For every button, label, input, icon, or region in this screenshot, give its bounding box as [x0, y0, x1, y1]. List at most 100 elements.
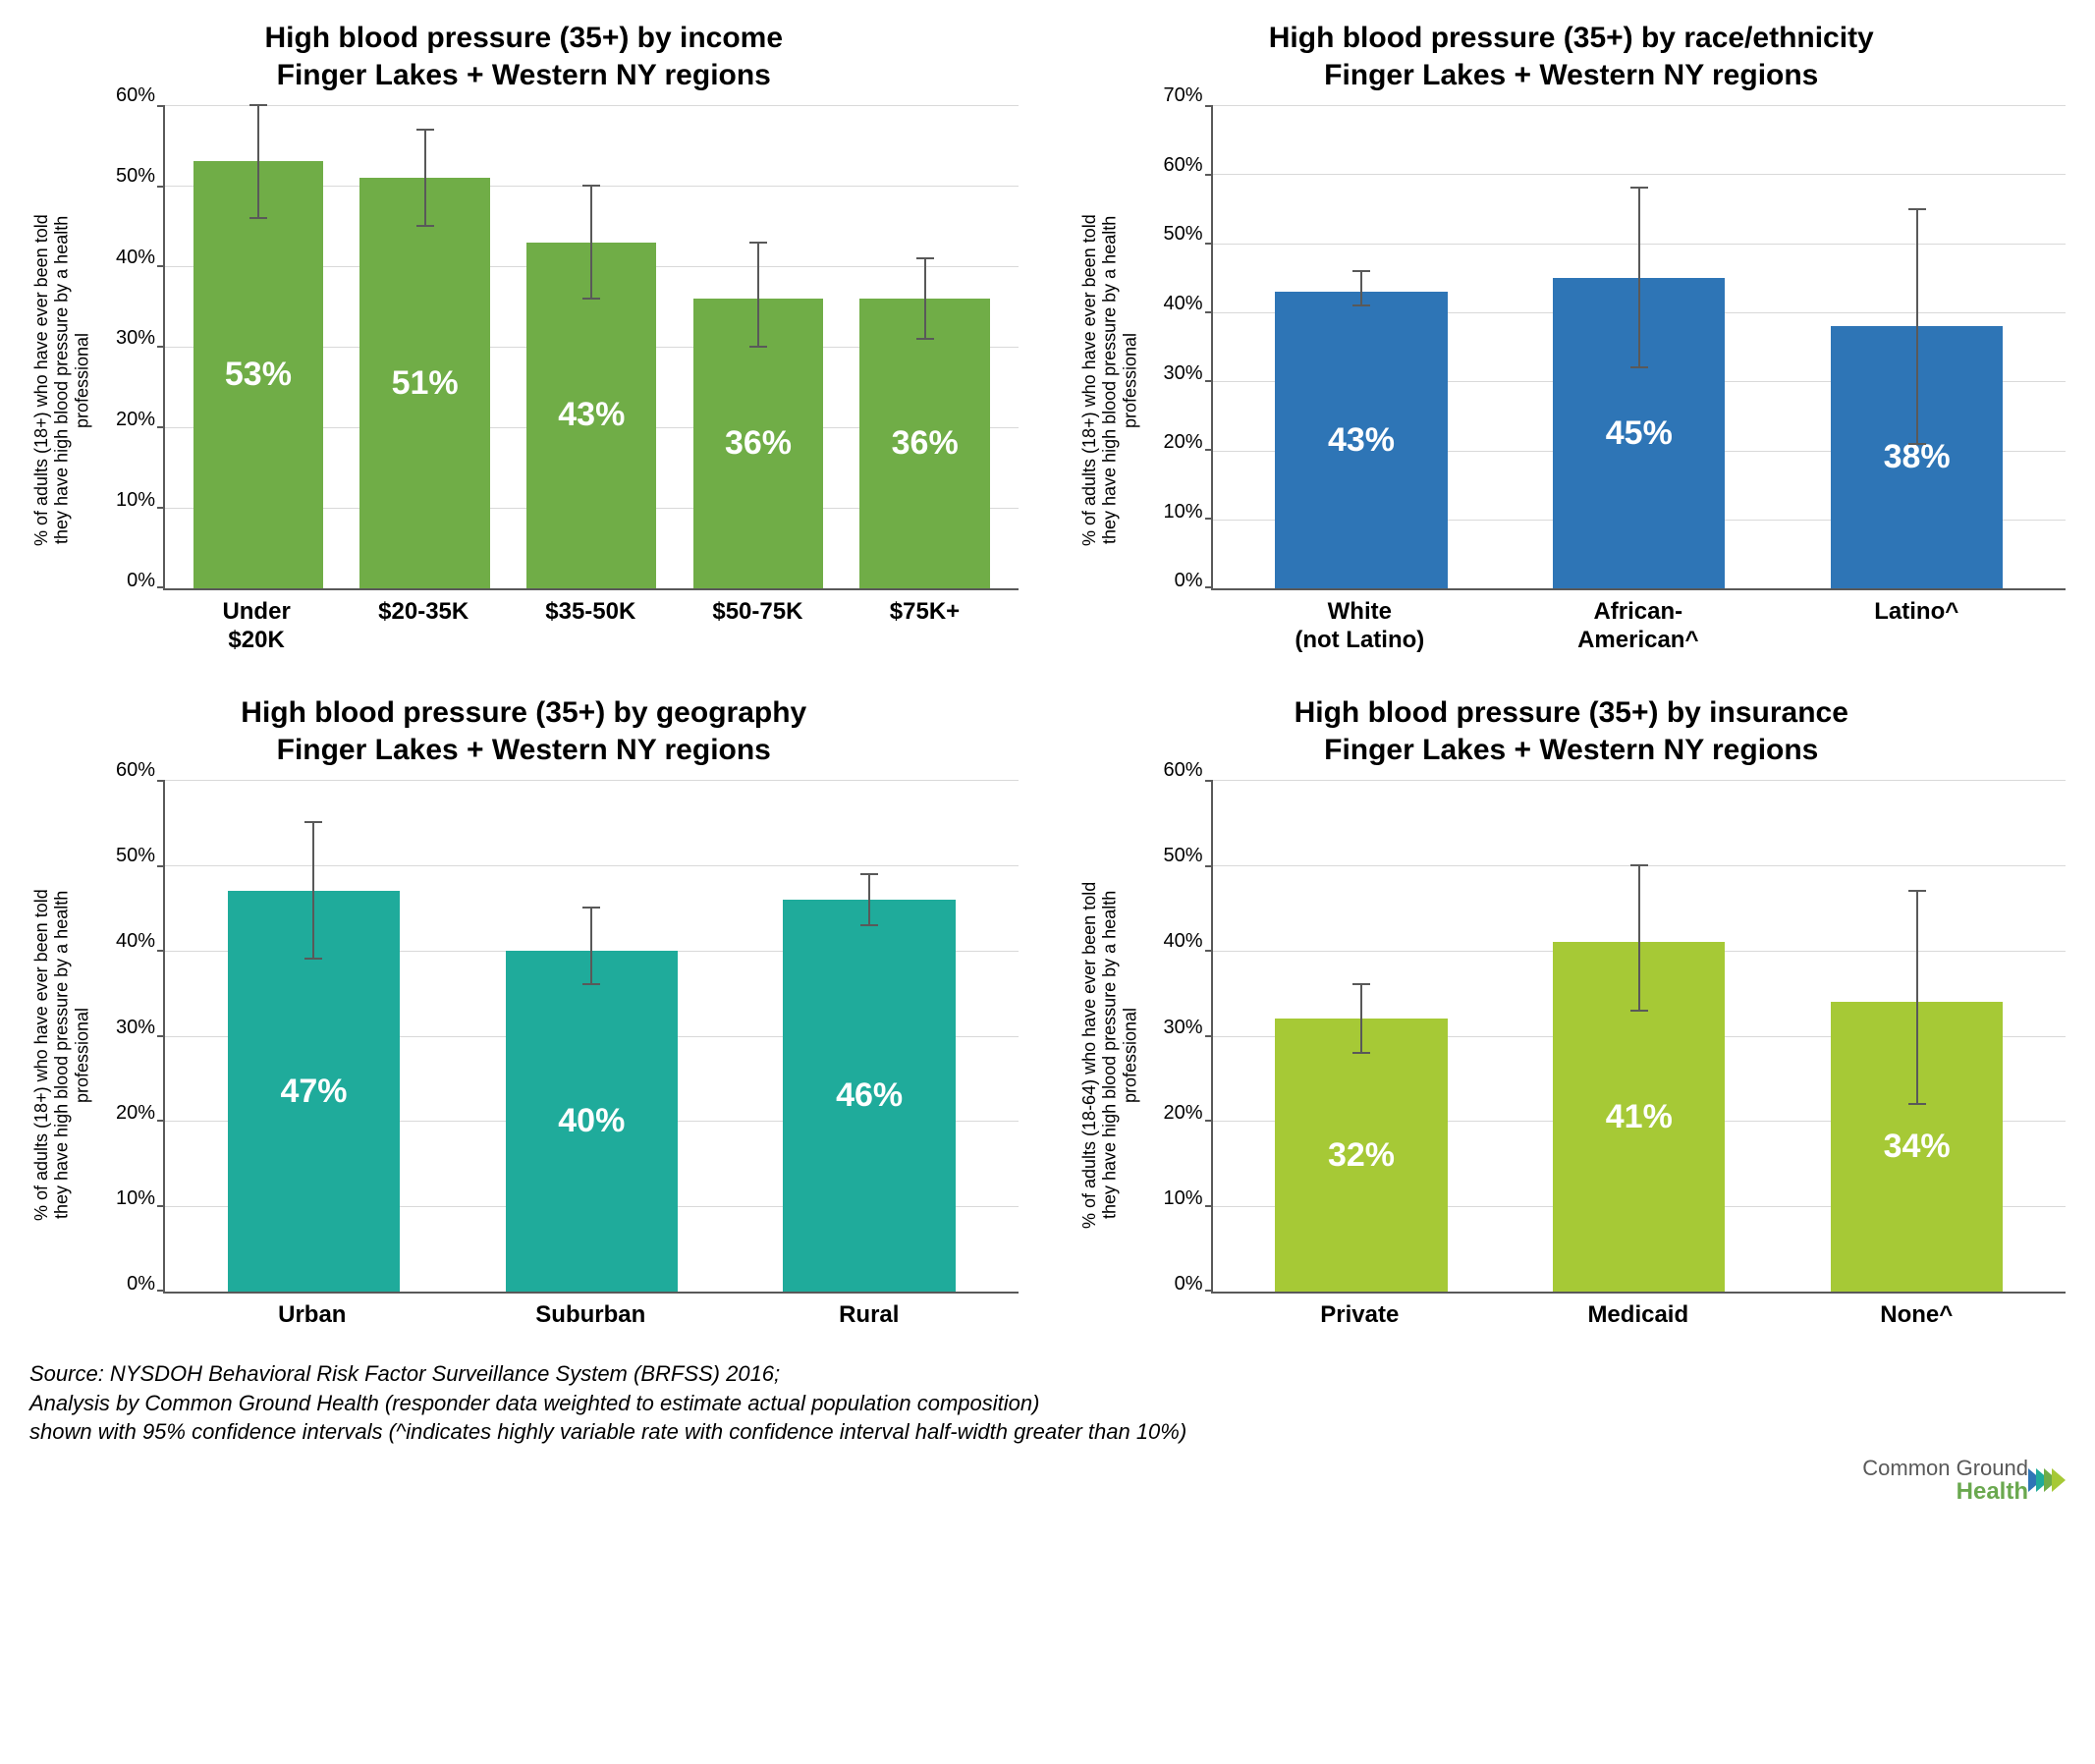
chart-title: High blood pressure (35+) by race/ethnic… [1077, 20, 2067, 93]
plot-area: 47% 40% 46% [163, 780, 1018, 1294]
logo-line1: Common Ground [1862, 1457, 2028, 1479]
chart-insurance: High blood pressure (35+) by insurance F… [1077, 694, 2067, 1330]
logo-line2: Health [1862, 1479, 2028, 1504]
error-cap-top [249, 104, 267, 106]
bar-slot: 41% [1500, 780, 1778, 1292]
x-label: $20-35K [340, 598, 507, 655]
x-label: Latino^ [1778, 598, 2056, 655]
plot-area: 32% 41% 34% [1211, 780, 2066, 1294]
logo: Common Ground Health [29, 1457, 2066, 1504]
x-label: $75K+ [841, 598, 1008, 655]
y-ticks: 0%10%20%30%40%50%60%70% [1142, 105, 1211, 590]
error-cap-bottom [304, 958, 322, 960]
error-bar [257, 105, 259, 218]
bar-slot: 36% [842, 105, 1009, 588]
bar-slot: 51% [342, 105, 509, 588]
error-cap-bottom [916, 338, 934, 340]
error-cap-top [1352, 983, 1370, 985]
x-label: $50-75K [674, 598, 841, 655]
bar-value-label: 45% [1606, 414, 1673, 453]
error-cap-top [304, 821, 322, 823]
bar: 32% [1275, 1019, 1447, 1292]
x-labels: Under $20K$20-35K$35-50K$50-75K$75K+ [94, 598, 1018, 655]
x-label: Private [1221, 1301, 1499, 1330]
bar: 40% [506, 951, 678, 1292]
chart-geography: High blood pressure (35+) by geography F… [29, 694, 1019, 1330]
error-cap-bottom [1630, 366, 1648, 368]
x-label: $35-50K [507, 598, 674, 655]
chart-title: High blood pressure (35+) by income Fing… [29, 20, 1019, 93]
y-axis-label: % of adults (18+) who have ever been tol… [29, 780, 94, 1330]
bar-value-label: 41% [1606, 1098, 1673, 1136]
chart-title: High blood pressure (35+) by geography F… [29, 694, 1019, 768]
bar-value-label: 36% [892, 424, 959, 463]
error-bar [312, 822, 314, 959]
bar-slot: 38% [1778, 105, 2056, 588]
logo-chevrons-icon [2034, 1468, 2066, 1492]
bar: 53% [193, 161, 323, 588]
bar: 36% [859, 299, 989, 588]
bar-value-label: 32% [1328, 1136, 1395, 1175]
error-bar [1638, 865, 1640, 1011]
bar-value-label: 46% [836, 1076, 903, 1115]
bar: 51% [359, 178, 489, 589]
bar: 43% [1275, 292, 1447, 588]
error-cap-bottom [1630, 1010, 1648, 1012]
bar-slot: 46% [731, 780, 1009, 1292]
error-bar [924, 258, 926, 339]
bar-slot: 45% [1500, 105, 1778, 588]
error-bar [1916, 209, 1918, 444]
error-cap-bottom [1352, 304, 1370, 306]
error-bar [590, 186, 592, 299]
error-cap-bottom [749, 346, 767, 348]
x-label: Medicaid [1499, 1301, 1777, 1330]
x-label: African- American^ [1499, 598, 1777, 655]
error-bar [590, 908, 592, 984]
error-cap-top [1908, 208, 1926, 210]
error-cap-bottom [1908, 443, 1926, 445]
x-label: Under $20K [173, 598, 340, 655]
error-cap-top [916, 257, 934, 259]
bar-value-label: 47% [280, 1073, 347, 1111]
bar-slot: 53% [175, 105, 342, 588]
x-label: None^ [1778, 1301, 2056, 1330]
error-bar [1360, 271, 1362, 305]
y-axis-label: % of adults (18+) who have ever been tol… [1077, 105, 1142, 655]
plot-area: 53% 51% 43% 36% 36% [163, 105, 1018, 590]
y-axis-label: % of adults (18+) who have ever been tol… [29, 105, 94, 655]
error-cap-bottom [1352, 1052, 1370, 1054]
bar-value-label: 43% [558, 396, 625, 434]
bar-value-label: 34% [1884, 1128, 1951, 1166]
error-cap-bottom [249, 217, 267, 219]
y-ticks: 0%10%20%30%40%50%60% [94, 105, 163, 590]
x-label: Rural [730, 1301, 1008, 1330]
chart-income: High blood pressure (35+) by income Fing… [29, 20, 1019, 655]
error-cap-top [582, 185, 600, 187]
y-ticks: 0%10%20%30%40%50%60% [94, 780, 163, 1294]
error-bar [424, 130, 426, 226]
plot-area: 43% 45% 38% [1211, 105, 2066, 590]
bar-value-label: 51% [392, 364, 459, 403]
bar-slot: 34% [1778, 780, 2056, 1292]
bar-value-label: 53% [225, 356, 292, 394]
x-label: Urban [173, 1301, 451, 1330]
x-labels: UrbanSuburbanRural [94, 1301, 1018, 1330]
error-bar [1360, 985, 1362, 1053]
error-cap-bottom [860, 924, 878, 926]
x-labels: PrivateMedicaidNone^ [1142, 1301, 2066, 1330]
error-cap-top [1630, 864, 1648, 866]
source-footnote: Source: NYSDOH Behavioral Risk Factor Su… [29, 1359, 2066, 1447]
error-cap-top [416, 129, 434, 131]
chart-grid: High blood pressure (35+) by income Fing… [29, 20, 2066, 1330]
bar-slot: 43% [1223, 105, 1501, 588]
y-ticks: 0%10%20%30%40%50%60% [1142, 780, 1211, 1294]
bar-slot: 36% [675, 105, 842, 588]
error-cap-bottom [1908, 1103, 1926, 1105]
bar-slot: 47% [175, 780, 453, 1292]
error-bar [1916, 891, 1918, 1104]
y-axis-label: % of adults (18-64) who have ever been t… [1077, 780, 1142, 1330]
error-bar [868, 874, 870, 925]
error-bar [1638, 188, 1640, 367]
error-cap-top [749, 242, 767, 244]
error-cap-top [1908, 890, 1926, 892]
